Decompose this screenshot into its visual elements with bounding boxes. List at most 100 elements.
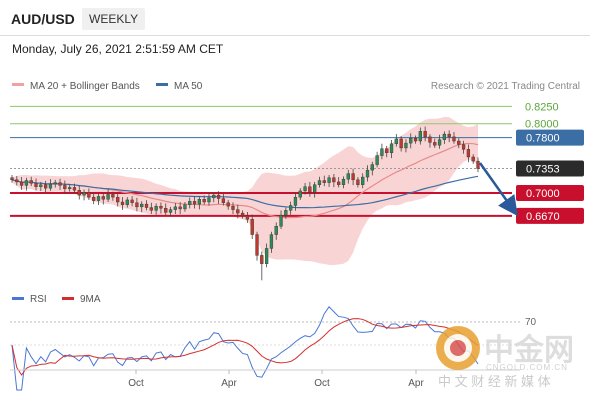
candle-body xyxy=(39,184,43,187)
candle-body xyxy=(183,204,187,210)
candle-body xyxy=(120,201,125,205)
x-axis-ticks: Oct Apr Oct Apr xyxy=(128,370,424,389)
candle-body xyxy=(144,203,149,208)
candle-body xyxy=(298,190,302,198)
candle-body xyxy=(216,194,221,199)
ma50-line xyxy=(11,175,479,209)
candle-body xyxy=(164,208,168,213)
candle-body xyxy=(361,176,365,185)
support-2-label-bg xyxy=(516,207,584,224)
candle-body xyxy=(452,136,456,142)
candle-body xyxy=(231,205,235,210)
candle-body xyxy=(72,187,77,191)
candle-body xyxy=(111,194,115,198)
candle-body xyxy=(92,196,96,201)
candle-body xyxy=(202,199,206,203)
candle-body xyxy=(269,234,274,249)
candle-body xyxy=(284,210,288,216)
candle-body xyxy=(332,177,336,183)
candle-body xyxy=(380,148,384,156)
candle-body xyxy=(173,206,177,210)
candle-body xyxy=(48,183,53,189)
x-tick-label: Apr xyxy=(221,378,237,389)
candle-body xyxy=(154,205,158,211)
support-1-label-bg xyxy=(516,185,584,201)
candle-body xyxy=(130,199,134,203)
candle-body xyxy=(433,142,437,146)
candle-body xyxy=(317,180,322,185)
cngold-watermark: 中金网 CNGOLD.COM.CN 中 文 财 经 新 媒 体 xyxy=(436,326,574,389)
candle-body xyxy=(188,201,192,205)
candle-body xyxy=(226,202,230,207)
candle-body xyxy=(168,209,173,213)
candle-body xyxy=(192,201,197,205)
candle-body xyxy=(77,190,81,196)
candle-body xyxy=(447,133,451,138)
candle-body xyxy=(337,181,341,185)
moving-average-layer xyxy=(11,142,479,219)
candle-body xyxy=(288,205,293,211)
candle-body xyxy=(457,140,461,145)
candle-body xyxy=(409,138,413,144)
candle-body xyxy=(293,196,298,206)
candle-body xyxy=(365,169,370,178)
pivot-label-bg xyxy=(516,129,584,146)
last-label-bg xyxy=(516,160,584,177)
candle-body xyxy=(351,173,355,181)
candle-body xyxy=(428,136,432,143)
candle-body xyxy=(264,248,269,264)
candle-body xyxy=(370,164,374,171)
candle-body xyxy=(461,144,466,150)
candle-body xyxy=(58,182,62,186)
ma50-legend-label: MA 50 xyxy=(174,81,203,92)
candle-body xyxy=(279,214,283,227)
support-1-label: 0.7000 xyxy=(526,188,560,200)
candle-body xyxy=(356,179,360,185)
x-tick-label: Oct xyxy=(128,378,144,389)
candle-body xyxy=(10,177,14,181)
rsi-70-label: 70 xyxy=(525,317,537,328)
pivot-label: 0.7800 xyxy=(526,133,560,145)
candle-body xyxy=(135,202,139,208)
candles-layer xyxy=(10,126,480,281)
candle-body xyxy=(274,226,278,235)
bollinger-band xyxy=(12,116,478,265)
bollinger-band-layer xyxy=(12,116,478,265)
rsi-ma9-line xyxy=(11,318,479,376)
support-2-label: 0.6670 xyxy=(526,211,560,223)
candle-body xyxy=(197,199,202,205)
ma9-legend-swatch xyxy=(62,297,74,300)
period-badge[interactable]: WEEKLY xyxy=(82,8,146,30)
rsi-legend-swatch xyxy=(12,297,24,300)
candle-body xyxy=(125,199,129,205)
rsi-line xyxy=(11,305,479,391)
candle-body xyxy=(240,212,245,217)
last-label: 0.7353 xyxy=(526,164,560,176)
candle-body xyxy=(250,219,254,235)
research-credit: Research © 2021 Trading Central xyxy=(431,81,580,92)
candle-body xyxy=(346,173,350,180)
candle-body xyxy=(255,234,259,256)
candle-body xyxy=(341,178,346,185)
report-datetime: Monday, July 26, 2021 2:51:59 AM CET xyxy=(12,42,224,56)
candle-body xyxy=(178,206,182,210)
candle-body xyxy=(260,255,264,264)
candle-body xyxy=(24,180,29,186)
candle-body xyxy=(394,138,398,145)
ma20-legend-label: MA 20 + Bollinger Bands xyxy=(30,81,140,92)
ma50-legend-swatch xyxy=(156,83,168,86)
rsi-legend-label: RSI xyxy=(30,294,47,305)
level-labels-layer: 0.8250 0.8000 0.7800 0.7353 0.7000 0.6670 xyxy=(516,101,584,224)
candle-body xyxy=(149,207,153,211)
candle-body xyxy=(423,131,427,138)
candle-body xyxy=(53,182,57,185)
candle-body xyxy=(116,196,120,203)
candle-body xyxy=(327,177,331,183)
candle-body xyxy=(207,197,211,203)
header-divider xyxy=(0,35,590,36)
rsi-layer xyxy=(11,305,479,391)
candle-body xyxy=(303,186,307,192)
candle-body xyxy=(96,196,101,201)
candle-body xyxy=(308,186,312,193)
